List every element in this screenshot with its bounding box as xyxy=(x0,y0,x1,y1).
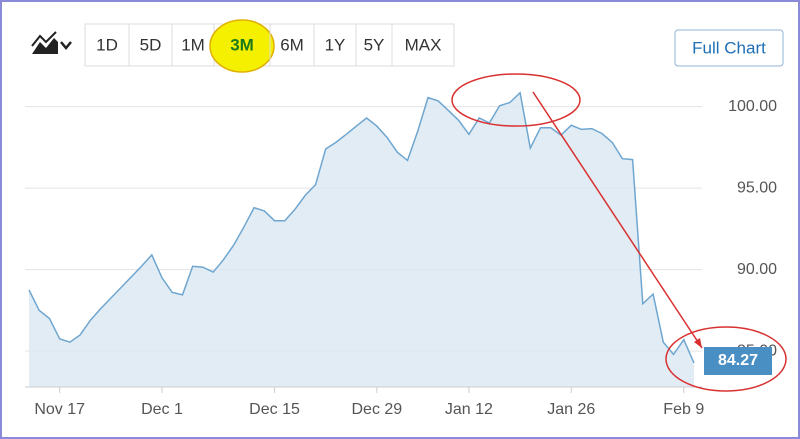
full-chart-button[interactable] xyxy=(674,29,784,67)
y-tick-label: 95.00 xyxy=(737,179,777,196)
range-button[interactable]: MAX xyxy=(405,35,442,54)
range-button[interactable]: 3M xyxy=(230,35,254,54)
range-button[interactable]: 1Y xyxy=(325,35,346,54)
annotation-ellipse xyxy=(665,326,787,392)
price-line xyxy=(28,91,695,364)
y-tick-label: 90.00 xyxy=(737,261,777,278)
arrow-head xyxy=(694,338,702,348)
x-tick-label: Dec 29 xyxy=(351,401,402,418)
annotation-arrow xyxy=(532,91,703,349)
range-button[interactable]: 1D xyxy=(96,35,118,54)
range-button[interactable]: 5Y xyxy=(364,35,385,54)
range-button[interactable]: 6M xyxy=(280,35,304,54)
last-value-box xyxy=(704,347,772,375)
chart-type-icon[interactable] xyxy=(31,31,72,54)
range-button[interactable]: 1M xyxy=(181,35,205,54)
highlight xyxy=(209,19,275,73)
x-tick-label: Feb 9 xyxy=(663,401,704,418)
x-tick-label: Dec 1 xyxy=(141,401,183,418)
x-tick-label: Jan 26 xyxy=(547,401,595,418)
x-tick-label: Jan 12 xyxy=(445,401,493,418)
range-button[interactable]: 5D xyxy=(140,35,162,54)
last-value-label: 84.27 xyxy=(718,352,758,369)
x-tick-label: Nov 17 xyxy=(34,401,85,418)
x-tick-label: Dec 15 xyxy=(249,401,300,418)
annotation-ellipse xyxy=(451,73,581,127)
full-chart-label[interactable]: Full Chart xyxy=(692,38,766,57)
y-tick-label: 100.00 xyxy=(728,98,777,115)
area xyxy=(29,92,694,387)
